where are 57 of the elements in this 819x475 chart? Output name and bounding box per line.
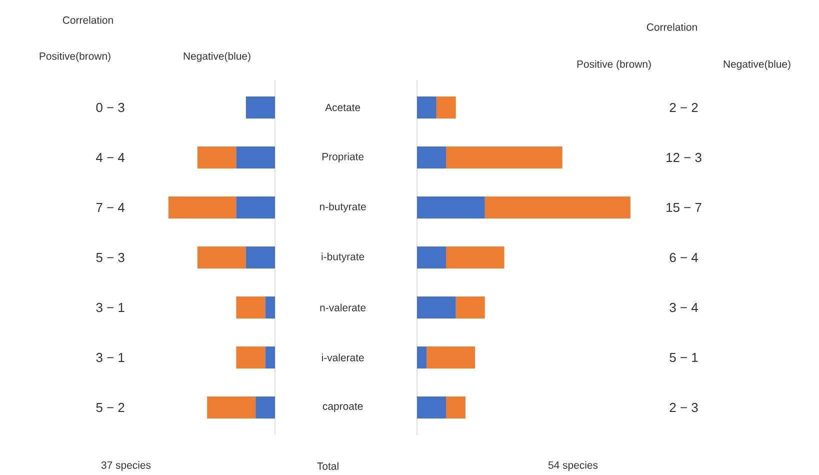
bar xyxy=(417,146,446,169)
text: Negative(blue) xyxy=(724,60,790,70)
bar xyxy=(207,396,256,419)
text: 4 − 4 xyxy=(96,153,125,162)
text: 12 − 3 xyxy=(666,152,702,162)
bar xyxy=(246,96,276,119)
text: Positive(brown) xyxy=(40,52,110,62)
bar xyxy=(446,246,504,269)
y-tick-label: i-valerate xyxy=(322,354,364,362)
bar xyxy=(417,396,446,419)
text: 2 − 2 xyxy=(670,102,698,112)
bar xyxy=(417,96,436,119)
bar xyxy=(426,346,476,369)
text: 6 − 4 xyxy=(670,252,698,262)
bar xyxy=(417,246,446,269)
text: 3 − 1 xyxy=(96,352,124,362)
bar xyxy=(417,196,485,219)
text: 0 − 3 xyxy=(96,102,124,112)
bar xyxy=(417,296,456,319)
text: 15 − 7 xyxy=(666,202,702,212)
y-tick-label: Propriate xyxy=(322,152,364,162)
text: 7 − 4 xyxy=(96,203,125,212)
bar xyxy=(236,346,266,369)
bar xyxy=(446,146,562,169)
text: 2 − 3 xyxy=(670,402,698,412)
bar xyxy=(484,196,630,219)
y-tick-label: n-butyrate xyxy=(320,202,366,212)
text: Correlation xyxy=(62,16,113,24)
text: 5 − 2 xyxy=(96,402,124,412)
text: 5 − 3 xyxy=(96,252,124,262)
y-tick-label: i-butyrate xyxy=(322,252,364,262)
text: Correlation xyxy=(646,23,697,31)
x-axis-title: 54 species xyxy=(548,461,598,471)
y-tick-label: caproate xyxy=(322,403,363,412)
x-axis-title: 37 species xyxy=(101,461,151,471)
bar xyxy=(236,146,276,169)
bar xyxy=(265,296,276,319)
bar xyxy=(246,246,276,269)
bar xyxy=(197,246,246,269)
bar xyxy=(436,96,456,119)
text: Total xyxy=(317,462,338,470)
text: 5 − 1 xyxy=(670,352,698,362)
bar xyxy=(446,396,466,419)
bar xyxy=(456,296,485,319)
y-tick-label: Acetate xyxy=(325,104,360,112)
text: Positive (brown) xyxy=(577,60,651,70)
text: Negative(blue) xyxy=(184,52,250,62)
bar xyxy=(236,196,276,219)
y-tick-label: n-valerate xyxy=(320,304,366,312)
text: 3 − 4 xyxy=(670,302,698,312)
bar xyxy=(256,396,276,419)
bar xyxy=(168,196,236,219)
text: 3 − 1 xyxy=(96,302,124,312)
bar xyxy=(417,346,427,369)
bar xyxy=(236,296,266,319)
bar xyxy=(265,346,276,369)
bar xyxy=(197,146,236,169)
